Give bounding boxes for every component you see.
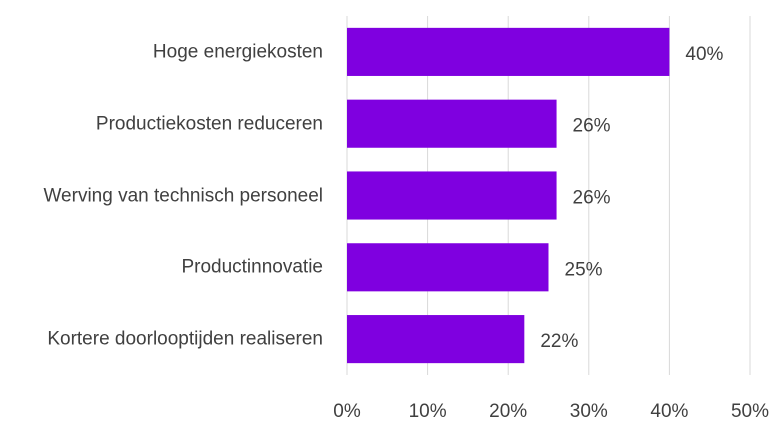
category-label: Productinnovatie <box>181 256 323 278</box>
x-tick-label: 20% <box>489 401 527 422</box>
bar <box>347 27 670 76</box>
data-label: 22% <box>540 331 578 352</box>
data-label: 26% <box>573 116 611 137</box>
bar <box>347 243 549 292</box>
x-tick-label: 10% <box>409 401 447 422</box>
category-label: Hoge energiekosten <box>152 41 323 63</box>
category-label: Productiekosten reduceren <box>95 113 323 135</box>
x-tick-label: 50% <box>731 401 769 422</box>
data-label: 40% <box>685 44 723 65</box>
category-label: Werving van technisch personeel <box>43 185 323 206</box>
x-tick-label: 0% <box>333 401 361 422</box>
category-label: Kortere doorlooptijden realiseren <box>47 328 323 350</box>
data-label: 26% <box>573 188 611 209</box>
x-tick-label: 40% <box>650 401 688 422</box>
x-tick-label: 30% <box>570 401 608 422</box>
bar <box>347 171 557 220</box>
bar <box>347 315 525 364</box>
data-label: 25% <box>565 259 603 280</box>
bar <box>347 99 557 148</box>
